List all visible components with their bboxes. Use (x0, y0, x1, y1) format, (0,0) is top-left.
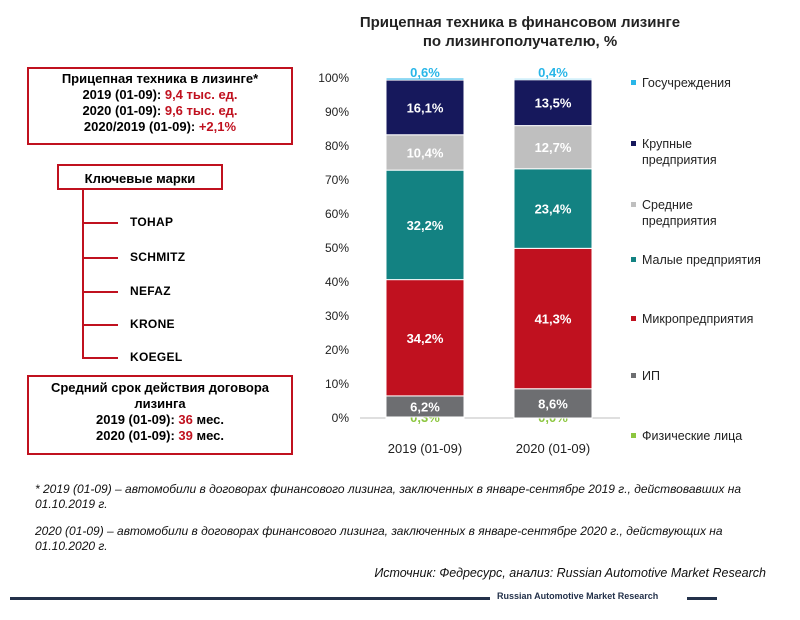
brands-tree-branch (82, 357, 118, 359)
y-tick-label: 90% (325, 105, 349, 119)
bar-segment (385, 279, 465, 397)
leasing-2019-label: 2019 (01-09): (82, 87, 165, 102)
y-tick-label: 10% (325, 377, 349, 391)
leasing-volume-growth: 2020/2019 (01-09): +2,1% (29, 119, 291, 135)
bar-value-label: 23,4% (535, 202, 572, 217)
legend-label: Крупные предприятия (642, 137, 717, 167)
brand-caption: Russian Automotive Market Research (497, 591, 659, 601)
bar-segment (513, 168, 593, 249)
legend-label: Средние предприятия (642, 198, 717, 228)
leasing-volume-box: Прицепная техника в лизинге* 2019 (01-09… (27, 67, 293, 145)
y-tick-label: 50% (325, 241, 349, 255)
leasing-volume-title: Прицепная техника в лизинге* (61, 71, 259, 86)
legend-label: Физические лица (642, 429, 742, 443)
bar-segment (513, 77, 593, 81)
brand-schmitz: SCHMITZ (130, 250, 186, 264)
source-note: Источник: Федресурс, анализ: Russian Aut… (374, 566, 766, 580)
brands-tree-branch (82, 291, 118, 293)
y-tick-label: 20% (325, 343, 349, 357)
bar-value-label: 0,4% (538, 65, 568, 80)
contract-duration-2020: 2020 (01-09): 39 мес. (29, 428, 291, 444)
bar-value-label: 6,2% (410, 399, 440, 414)
y-tick-label: 80% (325, 139, 349, 153)
y-tick-label: 0% (332, 411, 350, 425)
leasing-2020-value: 9,6 тыс. ед. (164, 103, 238, 118)
contract-duration-title: Средний срок действия договора лизинга (50, 380, 270, 411)
y-tick-label: 70% (325, 173, 349, 187)
bar-segment (385, 169, 465, 281)
bar-segment (385, 79, 465, 136)
footnote-2019: * 2019 (01-09) – автомобили в договорах … (35, 482, 742, 511)
contract-2020-value: 39 (178, 428, 193, 443)
leasing-growth-value: +2,1% (198, 119, 237, 134)
legend-swatch (631, 141, 636, 146)
bar-value-label: 0,6% (410, 65, 440, 80)
legend-swatch (631, 257, 636, 262)
brand-nefaz: NEFAZ (130, 284, 171, 298)
brands-tree-branch (82, 222, 118, 224)
y-tick-label: 40% (325, 275, 349, 289)
y-tick-label: 100% (318, 71, 349, 85)
brand-tonar: TOHAP (130, 215, 174, 229)
contract-2019-label: 2019 (01-09): (96, 412, 179, 427)
leasing-volume-2020: 2020 (01-09): 9,6 тыс. ед. (29, 103, 291, 119)
stacked-bar-chart: 0%10%20%30%40%50%60%70%80%90%100%0,3%6,2… (318, 65, 761, 456)
brand-koegel: KOEGEL (130, 350, 183, 364)
legend-label: ИП (642, 369, 660, 383)
bar-value-label: 13,5% (535, 96, 572, 111)
bar-segment (513, 388, 593, 419)
bottom-rule (10, 597, 490, 600)
leasing-volume-2019: 2019 (01-09): 9,4 тыс. ед. (29, 87, 291, 103)
legend-swatch (631, 433, 636, 438)
leasing-2020-label: 2020 (01-09): (82, 103, 165, 118)
leasing-growth-label: 2020/2019 (01-09): (83, 119, 199, 134)
legend-label: Микропредприятия (642, 312, 753, 326)
bar-value-label: 32,2% (407, 218, 444, 233)
legend-label: Малые предприятия (642, 253, 761, 267)
y-tick-label: 30% (325, 309, 349, 323)
chart-title-line2: по лизингополучателю, % (422, 33, 618, 50)
bar-value-label: 16,1% (407, 100, 444, 115)
footnote-2020: 2020 (01-09) – автомобили в договорах фи… (35, 524, 723, 553)
bar-segment (513, 247, 593, 390)
contract-2020-label: 2020 (01-09): (96, 428, 179, 443)
brands-tree-branch (82, 324, 118, 326)
bar-value-label: 41,3% (535, 312, 572, 327)
chart-title: Прицепная техника в финансовом лизинге п… (300, 13, 740, 51)
bottom-rule-end (687, 597, 717, 600)
contract-2019-unit: мес. (192, 412, 224, 427)
bar-segment (513, 79, 593, 127)
bar-value-label: 34,2% (407, 331, 444, 346)
brands-tree-branch (82, 257, 118, 259)
chart-title-line1: Прицепная техника в финансовом лизинге (359, 14, 681, 31)
contract-duration-2019: 2019 (01-09): 36 мес. (29, 412, 291, 428)
leasing-2019-value: 9,4 тыс. ед. (164, 87, 238, 102)
key-brands-header: Ключевые марки (57, 164, 223, 190)
legend-swatch (631, 202, 636, 207)
legend-label: Госучреждения (642, 76, 731, 90)
x-category-label: 2019 (01-09) (388, 441, 462, 456)
bar-value-label: 12,7% (535, 140, 572, 155)
bar-segment (385, 77, 465, 81)
contract-2019-value: 36 (178, 412, 193, 427)
legend-swatch (631, 316, 636, 321)
y-tick-label: 60% (325, 207, 349, 221)
brand-krone: KRONE (130, 317, 175, 331)
x-category-label: 2020 (01-09) (516, 441, 590, 456)
contract-2020-unit: мес. (192, 428, 224, 443)
legend-swatch (631, 373, 636, 378)
bar-value-label: 10,4% (407, 145, 444, 160)
legend-swatch (631, 80, 636, 85)
brands-tree-trunk (82, 190, 84, 358)
bar-segment (385, 134, 465, 171)
bar-value-label: 8,6% (538, 396, 568, 411)
contract-duration-box: Средний срок действия договора лизинга 2… (27, 375, 293, 455)
